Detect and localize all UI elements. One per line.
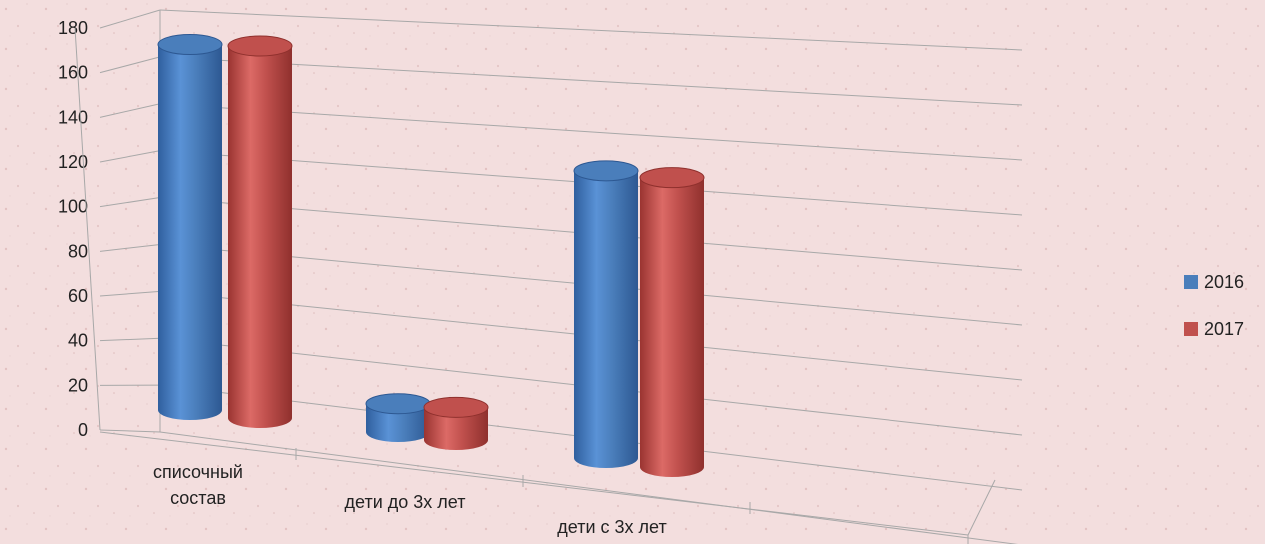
legend-label: 2017	[1204, 319, 1244, 339]
y-tick-label: 120	[58, 152, 88, 172]
bar-cap	[639, 167, 705, 189]
side-gridline-100	[99, 197, 161, 208]
bar-2017-2	[639, 167, 705, 477]
y-tick-label: 180	[58, 18, 88, 38]
x-axis-line	[99, 431, 969, 536]
legend-swatch	[1184, 322, 1198, 336]
category-label: списочный состав	[153, 462, 243, 508]
bar-body	[366, 403, 430, 442]
y-axis-line	[74, 27, 101, 431]
bar-cap	[365, 393, 431, 415]
bar-cap	[157, 34, 223, 56]
bar-body	[158, 44, 222, 421]
side-gridline-40	[99, 337, 161, 342]
side-gridline-0	[99, 429, 161, 433]
bar-body	[228, 46, 292, 428]
bar-2016-0	[157, 34, 223, 421]
y-tick-label: 60	[68, 286, 88, 306]
back-gridline-0	[159, 431, 1019, 544]
category-label: дети с 3х лет	[557, 517, 666, 537]
side-gridline-140	[99, 103, 161, 118]
side-gridline-180	[99, 9, 161, 29]
back-gridline-160	[159, 56, 1023, 106]
legend-swatch	[1184, 275, 1198, 289]
y-tick-label: 160	[58, 63, 88, 83]
back-gridline-140	[159, 103, 1023, 161]
bar-body	[640, 177, 704, 477]
y-tick-label: 40	[68, 331, 88, 351]
y-tick-label: 140	[58, 107, 88, 127]
bar-cap	[423, 396, 489, 418]
y-tick-label: 0	[78, 420, 88, 440]
legend-label: 2016	[1204, 272, 1244, 292]
category-label: дети до 3х лет	[345, 492, 466, 512]
bar-2017-1	[423, 396, 489, 450]
bar-2016-2	[573, 160, 639, 468]
floor-right-edge	[967, 479, 996, 536]
bar-body	[574, 170, 638, 468]
bar-2017-0	[227, 35, 293, 428]
bar-cap	[227, 35, 293, 57]
back-gridline-180	[159, 9, 1023, 51]
side-gridline-160	[99, 56, 161, 74]
y-tick-label: 100	[58, 197, 88, 217]
bar-2016-1	[365, 393, 431, 442]
y-tick-label: 20	[68, 375, 88, 395]
side-gridline-120	[99, 150, 161, 163]
bar-cap	[573, 160, 639, 182]
side-gridline-60	[99, 290, 161, 297]
side-gridline-80	[99, 243, 161, 252]
y-tick-label: 80	[68, 241, 88, 261]
bar-body	[424, 407, 488, 450]
